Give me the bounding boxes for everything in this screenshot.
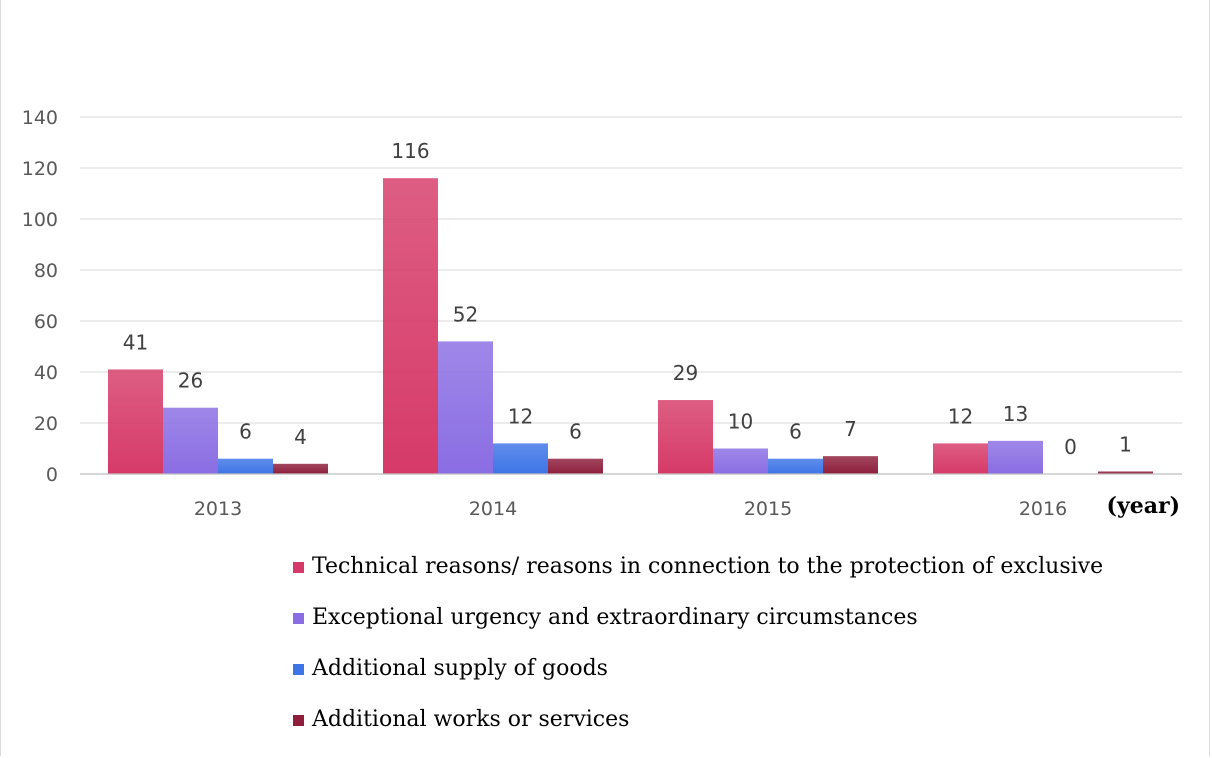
y-tick-label: 100 — [22, 209, 58, 231]
legend-label: Additional supply of goods — [311, 656, 608, 681]
data-labels: 41 26 6 4 116 52 12 6 29 10 6 7 12 13 0 1 — [123, 139, 1132, 459]
data-label: 12 — [948, 404, 973, 428]
bar — [218, 458, 273, 474]
y-tick-label: 60 — [34, 311, 58, 333]
data-label: 116 — [391, 139, 429, 163]
data-label: 12 — [508, 404, 533, 428]
y-tick-label: 40 — [34, 362, 58, 384]
bar — [933, 443, 988, 474]
data-label: 29 — [673, 361, 698, 385]
data-label: 6 — [569, 420, 582, 444]
data-label: 4 — [294, 425, 307, 449]
x-tick-label: 2013 — [194, 498, 242, 520]
legend-swatch — [293, 562, 304, 573]
x-axis-unit-label: (year) — [1107, 493, 1180, 519]
y-tick-label: 140 — [22, 107, 58, 129]
bar — [713, 448, 768, 474]
bar — [163, 407, 218, 474]
bar — [823, 456, 878, 474]
legend-swatch — [293, 715, 304, 726]
x-tick-label: 2016 — [1019, 498, 1067, 520]
data-label: 1 — [1119, 432, 1132, 456]
data-label: 10 — [728, 410, 753, 434]
data-label: 6 — [789, 420, 802, 444]
data-label: 41 — [123, 330, 148, 354]
data-label: 13 — [1003, 402, 1028, 426]
legend-item: Technical reasons/ reasons in connection… — [293, 554, 1103, 579]
x-tick-label: 2015 — [744, 498, 792, 520]
x-tick-label: 2014 — [469, 498, 517, 520]
bar — [988, 440, 1043, 474]
bar — [438, 341, 493, 474]
y-tick-label: 20 — [34, 413, 58, 435]
bar — [108, 369, 163, 474]
legend-label: Technical reasons/ reasons in connection… — [312, 554, 1103, 579]
legend-item: Exceptional urgency and extraordinary ci… — [293, 605, 918, 630]
y-tick-label: 0 — [46, 464, 58, 486]
legend-item: Additional supply of goods — [293, 656, 608, 681]
y-axis-ticks: 0 20 40 60 80 100 120 140 — [22, 107, 58, 486]
bar — [548, 458, 603, 474]
y-tick-label: 80 — [34, 260, 58, 282]
legend-label: Exceptional urgency and extraordinary ci… — [312, 605, 918, 630]
legend-swatch — [293, 664, 304, 675]
x-axis-ticks: 2013 2014 2015 2016 — [194, 498, 1067, 520]
bar — [493, 443, 548, 474]
gridlines — [80, 116, 1182, 424]
bar — [768, 458, 823, 474]
data-label: 0 — [1064, 435, 1077, 459]
data-label: 7 — [844, 417, 857, 441]
data-label: 6 — [239, 420, 252, 444]
bars — [108, 178, 1153, 474]
legend-item: Additional works or services — [293, 707, 629, 732]
legend: Technical reasons/ reasons in connection… — [293, 554, 1103, 732]
bar — [658, 400, 713, 474]
legend-label: Additional works or services — [311, 707, 629, 732]
data-label: 26 — [178, 369, 203, 393]
bar — [273, 463, 328, 474]
bar — [1098, 471, 1153, 474]
legend-swatch — [293, 613, 304, 624]
y-tick-label: 120 — [22, 158, 58, 180]
bar — [383, 178, 438, 474]
data-label: 52 — [453, 302, 478, 326]
